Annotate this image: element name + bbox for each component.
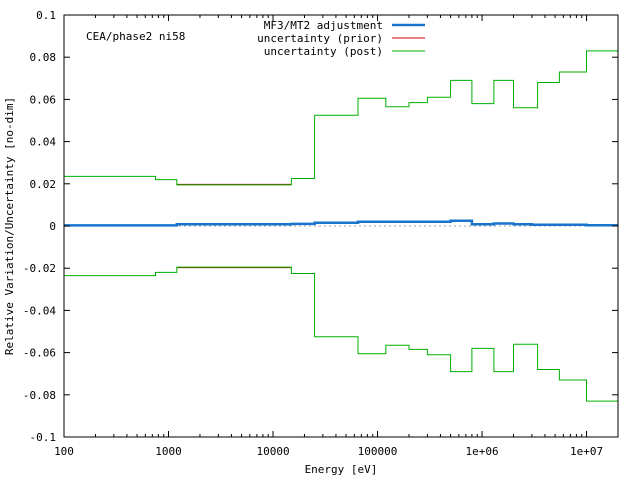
- series-post-line-upper: [64, 50, 618, 186]
- legend-entry-adjustment-label: MF3/MT2 adjustment: [264, 19, 383, 32]
- series-adjustment-line: [64, 219, 618, 227]
- legend-entry-prior-label: uncertainty (prior): [257, 32, 383, 45]
- axis-ticks: 100 1000 10000 100000 1e+06 1e+07 0.1 0.08 0.06 0…: [23, 9, 619, 458]
- y-tick-label: -0.08: [23, 389, 56, 402]
- y-tick-label: 0.04: [30, 136, 57, 149]
- x-tick-label: 100: [54, 445, 74, 458]
- x-tick-label: 1e+07: [570, 445, 603, 458]
- x-tick-label: 100000: [358, 445, 398, 458]
- y-axis-title: Relative Variation/Uncertainty [no-dim]: [3, 97, 16, 355]
- y-tick-label: 0.02: [30, 178, 57, 191]
- y-tick-label: -0.1: [30, 431, 57, 444]
- y-tick-label: 0.06: [30, 93, 57, 106]
- x-tick-label: 1e+06: [465, 445, 498, 458]
- series-post-line-lower: [64, 266, 618, 402]
- x-tick-label: 1000: [155, 445, 182, 458]
- y-tick-label: -0.02: [23, 262, 56, 275]
- chart-marks: [64, 50, 618, 402]
- x-tick-label: 10000: [256, 445, 289, 458]
- y-tick-label: 0: [49, 220, 56, 233]
- x-axis-title: Energy [eV]: [305, 463, 378, 476]
- y-tick-label: -0.06: [23, 347, 56, 360]
- y-tick-label: 0.1: [36, 9, 56, 22]
- y-tick-label: -0.04: [23, 304, 56, 317]
- legend-entry-post-label: uncertainty (post): [264, 45, 383, 58]
- annotation-label: CEA/phase2 ni58: [86, 30, 185, 43]
- y-tick-label: 0.08: [30, 51, 57, 64]
